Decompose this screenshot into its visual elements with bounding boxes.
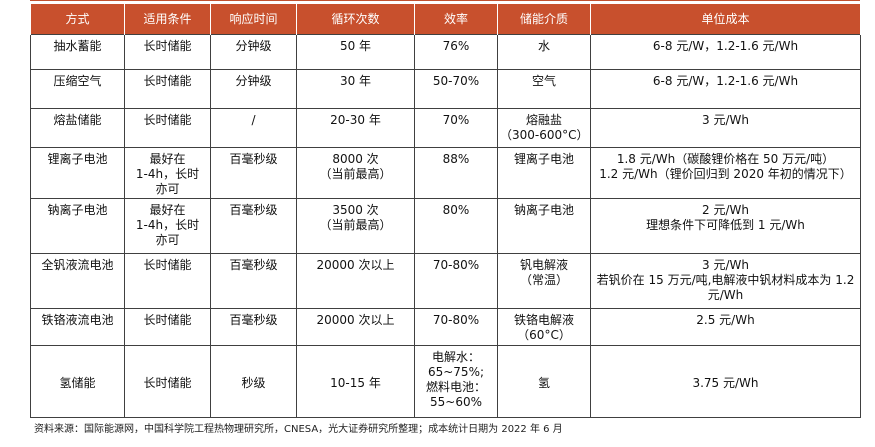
table-row: 氢储能 长时储能 秒级 10-15 年 电解水： 65~75%; 燃料电池： 5… bbox=[30, 345, 861, 418]
table-row: 钠离子电池 最好在 1-4h，长时 亦可 百毫秒级 3500 次 （当前最高） … bbox=[30, 198, 861, 254]
cell-cycles: 20000 次以上 bbox=[296, 308, 415, 346]
header-medium: 储能介质 bbox=[497, 4, 591, 35]
cell-cost: 6-8 元/W，1.2-1.6 元/Wh bbox=[590, 69, 861, 109]
cell-cost: 3 元/Wh bbox=[590, 108, 861, 148]
cell-efficiency: 电解水： 65~75%; 燃料电池： 55~60% bbox=[414, 345, 498, 418]
header-response: 响应时间 bbox=[210, 4, 297, 35]
cell-cost: 2.5 元/Wh bbox=[590, 308, 861, 346]
cell-method: 抽水蓄能 bbox=[30, 34, 125, 70]
table-row: 抽水蓄能 长时储能 分钟级 50 年 76% 水 6-8 元/W，1.2-1.6… bbox=[30, 34, 861, 70]
table-row: 铁铬液流电池 长时储能 百毫秒级 20000 次以上 70-80% 铁铬电解液 … bbox=[30, 308, 861, 346]
cell-efficiency: 70-80% bbox=[414, 308, 498, 346]
cell-condition: 长时储能 bbox=[124, 108, 211, 148]
header-cycles: 循环次数 bbox=[296, 4, 415, 35]
cell-cycles: 30 年 bbox=[296, 69, 415, 109]
cell-cost: 1.8 元/Wh（碳酸锂价格在 50 万元/吨） 1.2 元/Wh（锂价回归到 … bbox=[590, 147, 861, 199]
cell-cycles: 10-15 年 bbox=[296, 345, 415, 418]
energy-storage-comparison-table: 方式 适用条件 响应时间 循环次数 效率 储能介质 单位成本 抽水蓄能 长时储能… bbox=[30, 4, 861, 418]
cell-cost: 3 元/Wh 若钒价在 15 万元/吨,电解液中钒材料成本为 1.2 元/Wh bbox=[590, 253, 861, 309]
header-row: 方式 适用条件 响应时间 循环次数 效率 储能介质 单位成本 bbox=[30, 4, 861, 35]
cell-medium: 锂离子电池 bbox=[497, 147, 591, 199]
cell-cycles: 50 年 bbox=[296, 34, 415, 70]
cell-response: 百毫秒级 bbox=[210, 198, 297, 254]
cell-method: 压缩空气 bbox=[30, 69, 125, 109]
table-row: 熔盐储能 长时储能 / 20-30 年 70% 熔融盐 （300-600°C） … bbox=[30, 108, 861, 148]
cell-cycles: 20000 次以上 bbox=[296, 253, 415, 309]
cell-condition: 最好在 1-4h，长时 亦可 bbox=[124, 147, 211, 199]
cell-method: 氢储能 bbox=[30, 345, 125, 418]
cell-cost: 2 元/Wh 理想条件下可降低到 1 元/Wh bbox=[590, 198, 861, 254]
cell-medium: 铁铬电解液 （60°C） bbox=[497, 308, 591, 346]
cell-cycles: 3500 次 （当前最高） bbox=[296, 198, 415, 254]
cell-efficiency: 88% bbox=[414, 147, 498, 199]
cell-condition: 长时储能 bbox=[124, 69, 211, 109]
table-row: 全钒液流电池 长时储能 百毫秒级 20000 次以上 70-80% 钒电解液 （… bbox=[30, 253, 861, 309]
cell-cycles: 8000 次 （当前最高） bbox=[296, 147, 415, 199]
cell-method: 全钒液流电池 bbox=[30, 253, 125, 309]
cell-efficiency: 70% bbox=[414, 108, 498, 148]
cell-method: 钠离子电池 bbox=[30, 198, 125, 254]
cell-condition: 长时储能 bbox=[124, 253, 211, 309]
top-rule bbox=[30, 0, 860, 1]
table-row: 压缩空气 长时储能 分钟级 30 年 50-70% 空气 6-8 元/W，1.2… bbox=[30, 69, 861, 109]
header-cost: 单位成本 bbox=[590, 4, 861, 35]
cell-cost: 3.75 元/Wh bbox=[590, 345, 861, 418]
cell-efficiency: 50-70% bbox=[414, 69, 498, 109]
header-efficiency: 效率 bbox=[414, 4, 498, 35]
cell-medium: 氢 bbox=[497, 345, 591, 418]
header-method: 方式 bbox=[30, 4, 125, 35]
cell-efficiency: 80% bbox=[414, 198, 498, 254]
cell-medium: 空气 bbox=[497, 69, 591, 109]
cell-condition: 长时储能 bbox=[124, 34, 211, 70]
cell-cost: 6-8 元/W，1.2-1.6 元/Wh bbox=[590, 34, 861, 70]
cell-response: 分钟级 bbox=[210, 34, 297, 70]
cell-response: 百毫秒级 bbox=[210, 308, 297, 346]
cell-medium: 钒电解液 （常温） bbox=[497, 253, 591, 309]
cell-method: 锂离子电池 bbox=[30, 147, 125, 199]
cell-medium: 熔融盐 （300-600°C） bbox=[497, 108, 591, 148]
cell-medium: 水 bbox=[497, 34, 591, 70]
table-row: 锂离子电池 最好在 1-4h，长时 亦可 百毫秒级 8000 次 （当前最高） … bbox=[30, 147, 861, 199]
cell-response: 百毫秒级 bbox=[210, 253, 297, 309]
cell-condition: 最好在 1-4h，长时 亦可 bbox=[124, 198, 211, 254]
cell-method: 熔盐储能 bbox=[30, 108, 125, 148]
cell-response: 百毫秒级 bbox=[210, 147, 297, 199]
cell-response: 秒级 bbox=[210, 345, 297, 418]
cell-efficiency: 76% bbox=[414, 34, 498, 70]
source-note: 资料来源：国际能源网，中国科学院工程热物理研究所，CNESA，光大证券研究所整理… bbox=[34, 424, 563, 435]
cell-medium: 钠离子电池 bbox=[497, 198, 591, 254]
header-condition: 适用条件 bbox=[124, 4, 211, 35]
cell-response: / bbox=[210, 108, 297, 148]
cell-condition: 长时储能 bbox=[124, 308, 211, 346]
cell-response: 分钟级 bbox=[210, 69, 297, 109]
cell-efficiency: 70-80% bbox=[414, 253, 498, 309]
cell-method: 铁铬液流电池 bbox=[30, 308, 125, 346]
cell-cycles: 20-30 年 bbox=[296, 108, 415, 148]
cell-condition: 长时储能 bbox=[124, 345, 211, 418]
